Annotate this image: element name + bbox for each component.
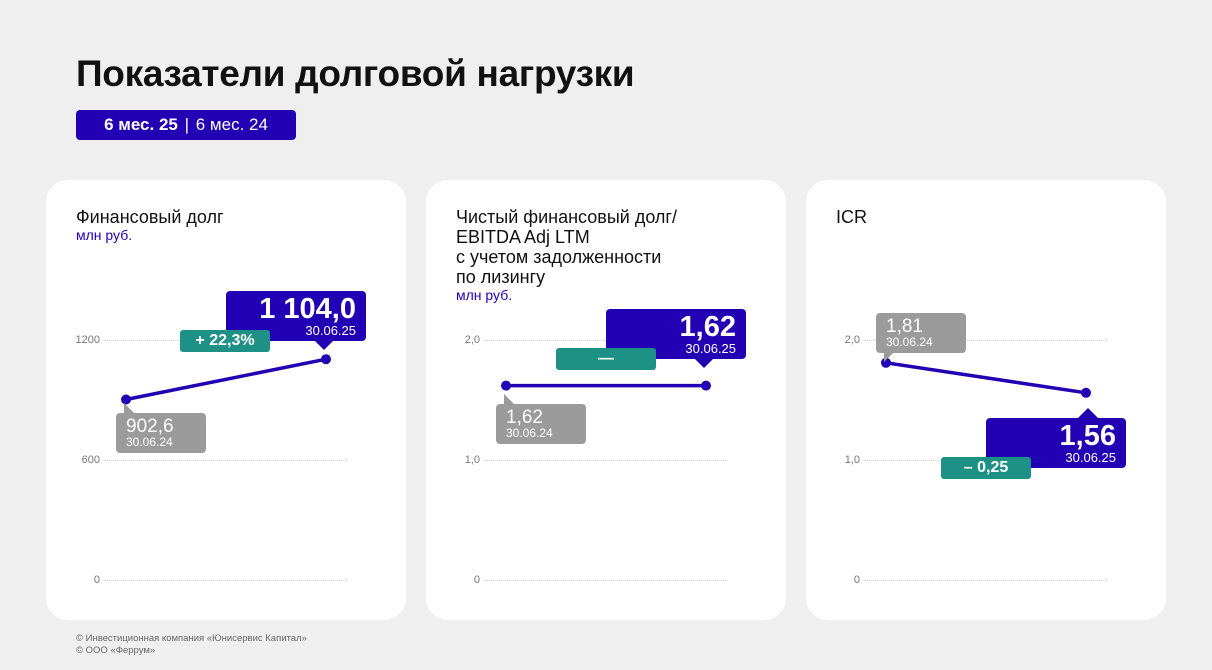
line-plot (881, 357, 1091, 398)
change-badge: — (556, 348, 656, 370)
callout-pointer (694, 358, 714, 368)
y-tick-label: 2,0 (844, 334, 860, 346)
current-date: 30.06.25 (685, 341, 736, 356)
gridline-zero (864, 580, 1108, 581)
gridline-zero (104, 580, 348, 581)
current-date: 30.06.25 (1065, 450, 1116, 465)
data-point-current (321, 354, 331, 365)
gridline-top (864, 340, 1108, 341)
previous-value: 1,81 (886, 316, 923, 337)
previous-value-callout: 902,6 30.06.24 (116, 413, 206, 453)
card-title: Финансовый долг (76, 207, 224, 227)
y-tick-label: 2,0 (464, 334, 480, 346)
callout-pointer (314, 340, 334, 350)
current-date: 30.06.25 (305, 323, 356, 338)
gridline-zero (484, 580, 728, 581)
period-previous[interactable]: 6 мес. 24 (195, 115, 268, 134)
data-point-current (1081, 387, 1091, 398)
callout-pointer (124, 403, 134, 413)
period-toggle[interactable]: 6 мес. 25 | 6 мес. 24 (76, 110, 296, 140)
current-value: 1,56 (1059, 420, 1116, 452)
gridline-mid (104, 460, 348, 461)
current-value: 1,62 (679, 311, 736, 343)
chart-card-net-debt-ebitda: Чистый финансовый долг/ EBITDA Adj LTM с… (426, 180, 786, 620)
previous-date: 30.06.24 (506, 426, 553, 440)
y-tick-label: 0 (93, 574, 100, 586)
period-current[interactable]: 6 мес. 25 (104, 115, 178, 134)
chart-card-financial-debt: Финансовый долг млн руб. 1200 600 0 1 10… (46, 180, 406, 620)
previous-value-callout: 1,62 30.06.24 (496, 404, 586, 444)
change-badge: – 0,25 (941, 457, 1031, 479)
period-separator: | (184, 115, 190, 134)
previous-value-callout: 1,81 30.06.24 (876, 313, 966, 353)
page-title: Показатели долговой нагрузки (76, 53, 635, 94)
gridline-mid (484, 460, 728, 461)
y-tick-label: 0 (473, 574, 480, 586)
card-title: ICR (836, 207, 867, 227)
previous-value: 902,6 (126, 416, 174, 437)
line-plot (501, 380, 711, 391)
callout-pointer (504, 394, 514, 404)
y-tick-label: 1,0 (464, 454, 480, 466)
copyright-line-1: © Инвестиционная компания «Юнисервис Кап… (76, 633, 307, 644)
series-line (885, 361, 1087, 395)
current-value: 1 104,0 (259, 293, 356, 325)
line-plot (121, 354, 331, 405)
y-tick-label: 1200 (75, 334, 100, 346)
data-point-prev (121, 394, 131, 405)
series-line (125, 357, 327, 402)
card-unit: млн руб. (76, 227, 133, 243)
copyright-line-2: © ООО «Феррум» (76, 645, 156, 656)
callout-pointer (1078, 408, 1098, 418)
change-badge: + 22,3% (180, 330, 270, 352)
card-title: Чистый финансовый долг/ EBITDA Adj LTM с… (456, 207, 678, 287)
y-tick-label: 600 (81, 454, 100, 466)
previous-date: 30.06.24 (126, 435, 173, 449)
data-point-current (701, 380, 711, 391)
previous-date: 30.06.24 (886, 335, 933, 349)
data-point-prev (501, 380, 511, 391)
chart-card-icr: ICR 2,0 1,0 0 1,81 30.06.24 1,56 30.06.2… (806, 180, 1166, 620)
y-tick-label: 1,0 (844, 454, 860, 466)
card-unit: млн руб. (456, 287, 513, 303)
previous-value: 1,62 (506, 407, 543, 428)
callout-pointer (884, 352, 894, 362)
y-tick-label: 0 (853, 574, 860, 586)
